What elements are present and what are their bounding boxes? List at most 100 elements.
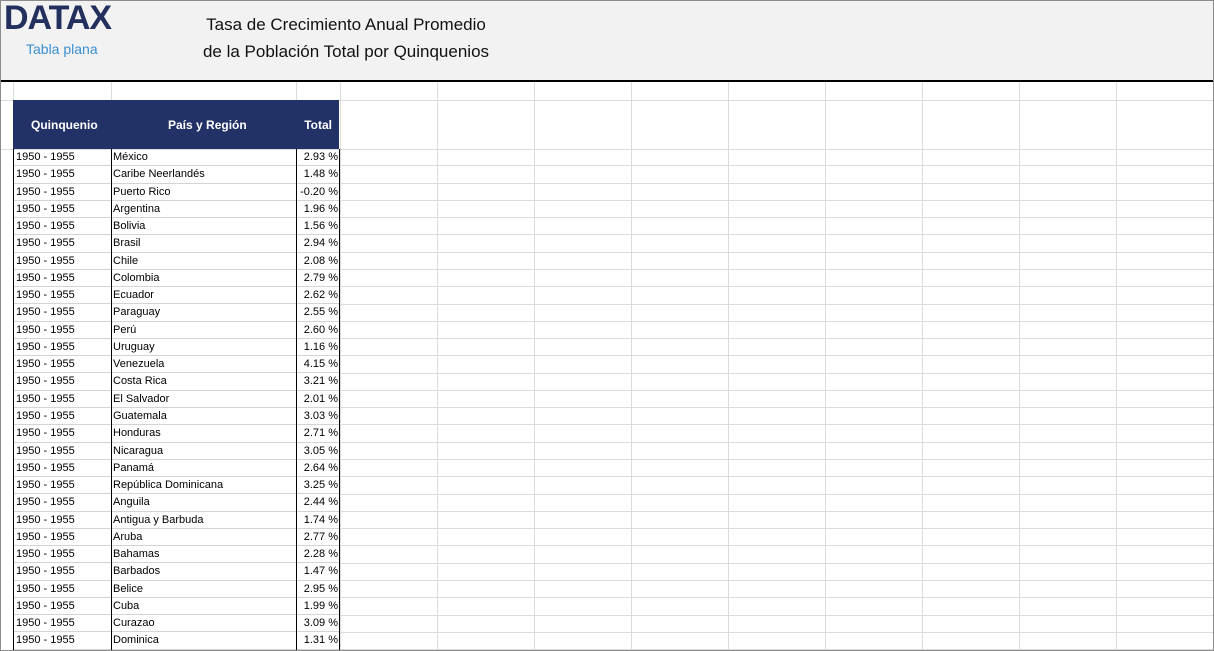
cell-total[interactable]: 2.08 % xyxy=(303,254,338,267)
cell-total[interactable]: 1.16 % xyxy=(303,340,338,353)
cell-pais[interactable]: Honduras xyxy=(113,427,161,440)
cell-pais[interactable]: Barbados xyxy=(113,565,161,578)
cell-total[interactable]: 2.62 % xyxy=(303,289,338,302)
cell-pais[interactable]: El Salvador xyxy=(113,392,170,405)
cell-total[interactable]: 2.71 % xyxy=(303,427,338,440)
table-row[interactable]: 1950 - 1955 Belice 2.95 % xyxy=(13,581,340,598)
table-row[interactable]: 1950 - 1955 Nicaragua 3.05 % xyxy=(13,443,340,460)
cell-total[interactable]: 2.01 % xyxy=(303,392,338,405)
table-row[interactable]: 1950 - 1955 Brasil 2.94 % xyxy=(13,235,340,253)
cell-pais[interactable]: Puerto Rico xyxy=(113,185,171,198)
cell-quinquenio[interactable]: 1950 - 1955 xyxy=(16,323,75,336)
cell-pais[interactable]: Curazao xyxy=(113,617,155,630)
cell-quinquenio[interactable]: 1950 - 1955 xyxy=(16,496,75,509)
cell-quinquenio[interactable]: 1950 - 1955 xyxy=(16,358,75,371)
cell-total[interactable]: 1.56 % xyxy=(303,220,338,233)
table-row[interactable]: 1950 - 1955 Panamá 2.64 % xyxy=(13,460,340,478)
table-row[interactable]: 1950 - 1955 República Dominicana 3.25 % xyxy=(13,477,340,495)
cell-pais[interactable]: Perú xyxy=(113,323,137,336)
cell-total[interactable]: 3.05 % xyxy=(303,444,338,457)
table-row[interactable]: 1950 - 1955 El Salvador 2.01 % xyxy=(13,391,340,408)
table-row[interactable]: 1950 - 1955 Caribe Neerlandés 1.48 % xyxy=(13,166,340,184)
table-row[interactable]: 1950 - 1955 Cuba 1.99 % xyxy=(13,598,340,616)
cell-total[interactable]: 1.74 % xyxy=(303,513,338,526)
cell-total[interactable]: 2.94 % xyxy=(303,237,338,250)
table-row[interactable]: 1950 - 1955 Uruguay 1.16 % xyxy=(13,339,340,357)
cell-pais[interactable]: Bolivia xyxy=(113,220,146,233)
cell-pais[interactable]: Nicaragua xyxy=(113,444,164,457)
cell-total[interactable]: 1.31 % xyxy=(303,634,338,647)
table-row[interactable]: 1950 - 1955 Paraguay 2.55 % xyxy=(13,304,340,322)
cell-quinquenio[interactable]: 1950 - 1955 xyxy=(16,375,75,388)
cell-quinquenio[interactable]: 1950 - 1955 xyxy=(16,340,75,353)
cell-total[interactable]: 2.64 % xyxy=(303,461,338,474)
cell-quinquenio[interactable]: 1950 - 1955 xyxy=(16,617,75,630)
cell-quinquenio[interactable]: 1950 - 1955 xyxy=(16,306,75,319)
cell-quinquenio[interactable]: 1950 - 1955 xyxy=(16,202,75,215)
table-row[interactable]: 1950 - 1955 Honduras 2.71 % xyxy=(13,425,340,443)
cell-pais[interactable]: Anguila xyxy=(113,496,150,509)
table-row[interactable]: 1950 - 1955 Guatemala 3.03 % xyxy=(13,408,340,426)
cell-pais[interactable]: Antigua y Barbuda xyxy=(113,513,204,526)
cell-quinquenio[interactable]: 1950 - 1955 xyxy=(16,479,75,492)
cell-pais[interactable]: Dominica xyxy=(113,634,159,647)
cell-pais[interactable]: Costa Rica xyxy=(113,375,167,388)
cell-pais[interactable]: Paraguay xyxy=(113,306,161,319)
cell-quinquenio[interactable]: 1950 - 1955 xyxy=(16,427,75,440)
cell-pais[interactable]: República Dominicana xyxy=(113,479,224,492)
cell-quinquenio[interactable]: 1950 - 1955 xyxy=(16,185,75,198)
cell-total[interactable]: 1.96 % xyxy=(303,202,338,215)
cell-total[interactable]: 1.48 % xyxy=(303,168,338,181)
cell-pais[interactable]: Guatemala xyxy=(113,409,167,422)
cell-pais[interactable]: Bahamas xyxy=(113,548,160,561)
table-row[interactable]: 1950 - 1955 Puerto Rico -0.20 % xyxy=(13,184,340,201)
cell-pais[interactable]: Colombia xyxy=(113,271,160,284)
cell-quinquenio[interactable]: 1950 - 1955 xyxy=(16,168,75,181)
cell-quinquenio[interactable]: 1950 - 1955 xyxy=(16,237,75,250)
table-row[interactable]: 1950 - 1955 Chile 2.08 % xyxy=(13,253,340,270)
cell-pais[interactable]: Venezuela xyxy=(113,358,165,371)
cell-total[interactable]: 2.93 % xyxy=(303,151,338,163)
table-row[interactable]: 1950 - 1955 Aruba 2.77 % xyxy=(13,529,340,547)
cell-total[interactable]: 1.99 % xyxy=(303,599,338,612)
table-row[interactable]: 1950 - 1955 Argentina 1.96 % xyxy=(13,201,340,219)
table-row[interactable]: 1950 - 1955 Colombia 2.79 % xyxy=(13,270,340,288)
cell-pais[interactable]: Panamá xyxy=(113,461,154,474)
table-row[interactable]: 1950 - 1955 Perú 2.60 % xyxy=(13,322,340,339)
cell-total[interactable]: 2.79 % xyxy=(303,271,338,284)
cell-quinquenio[interactable]: 1950 - 1955 xyxy=(16,254,75,267)
cell-quinquenio[interactable]: 1950 - 1955 xyxy=(16,513,75,526)
cell-total[interactable]: 2.44 % xyxy=(303,496,338,509)
table-row[interactable]: 1950 - 1955 Ecuador 2.62 % xyxy=(13,287,340,305)
table-row[interactable]: 1950 - 1955 México 2.93 % xyxy=(13,149,340,167)
cell-pais[interactable]: Aruba xyxy=(113,530,143,543)
cell-total[interactable]: 3.09 % xyxy=(303,617,338,630)
cell-total[interactable]: -0.20 % xyxy=(300,185,338,198)
cell-quinquenio[interactable]: 1950 - 1955 xyxy=(16,548,75,561)
cell-pais[interactable]: Brasil xyxy=(113,237,141,250)
cell-total[interactable]: 2.77 % xyxy=(303,530,338,543)
cell-quinquenio[interactable]: 1950 - 1955 xyxy=(16,634,75,647)
cell-quinquenio[interactable]: 1950 - 1955 xyxy=(16,409,75,422)
cell-quinquenio[interactable]: 1950 - 1955 xyxy=(16,461,75,474)
cell-quinquenio[interactable]: 1950 - 1955 xyxy=(16,289,75,302)
cell-total[interactable]: 3.03 % xyxy=(303,409,338,422)
cell-total[interactable]: 3.21 % xyxy=(303,375,338,388)
cell-pais[interactable]: México xyxy=(113,151,148,163)
cell-pais[interactable]: Caribe Neerlandés xyxy=(113,168,205,181)
cell-pais[interactable]: Ecuador xyxy=(113,289,154,302)
cell-pais[interactable]: Argentina xyxy=(113,202,161,215)
cell-quinquenio[interactable]: 1950 - 1955 xyxy=(16,220,75,233)
cell-quinquenio[interactable]: 1950 - 1955 xyxy=(16,582,75,595)
cell-total[interactable]: 2.55 % xyxy=(303,306,338,319)
cell-pais[interactable]: Uruguay xyxy=(113,340,155,353)
cell-pais[interactable]: Belice xyxy=(113,582,143,595)
table-row[interactable]: 1950 - 1955 Costa Rica 3.21 % xyxy=(13,373,340,391)
cell-total[interactable]: 4.15 % xyxy=(303,358,338,371)
table-row[interactable]: 1950 - 1955 Bahamas 2.28 % xyxy=(13,546,340,564)
table-row[interactable]: 1950 - 1955 Dominica 1.31 % xyxy=(13,632,340,650)
cell-quinquenio[interactable]: 1950 - 1955 xyxy=(16,392,75,405)
table-row[interactable]: 1950 - 1955 Curazao 3.09 % xyxy=(13,615,340,633)
cell-quinquenio[interactable]: 1950 - 1955 xyxy=(16,271,75,284)
table-row[interactable]: 1950 - 1955 Barbados 1.47 % xyxy=(13,563,340,581)
